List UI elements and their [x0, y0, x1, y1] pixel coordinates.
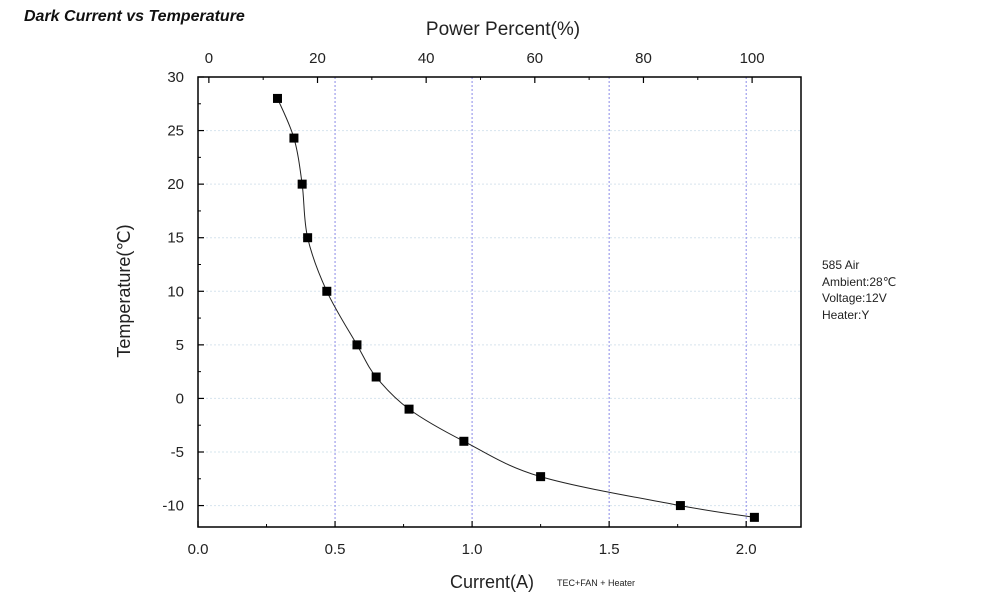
data-point — [352, 340, 362, 350]
y-tick-label: 0 — [176, 390, 184, 407]
y-tick-label: 15 — [167, 230, 184, 247]
page-title: Dark Current vs Temperature — [24, 8, 245, 25]
data-point — [675, 501, 685, 511]
top-tick-label: 40 — [418, 50, 435, 67]
data-point — [536, 472, 546, 482]
top-axis-label: Power Percent(%) — [426, 19, 580, 40]
annotation-voltage: Voltage:12V — [822, 291, 887, 305]
data-point — [371, 372, 381, 382]
x-tick-label: 0.0 — [188, 541, 209, 558]
y-tick-label: 10 — [167, 283, 184, 300]
top-tick-label: 80 — [635, 50, 652, 67]
y-tick-label: -5 — [171, 444, 184, 461]
y-tick-label: 20 — [167, 176, 184, 193]
y-tick-label: 25 — [167, 123, 184, 140]
x-axis-label: Current(A) — [450, 572, 534, 592]
y-axis-label: Temperature(℃) — [114, 224, 134, 357]
y-tick-label: 30 — [167, 69, 184, 86]
top-tick-label: 20 — [309, 50, 326, 67]
x-tick-label: 2.0 — [736, 541, 757, 558]
y-tick-label: -10 — [162, 498, 184, 515]
annotation-ambient: Ambient:28℃ — [822, 274, 897, 289]
data-point — [297, 179, 307, 189]
data-points — [272, 93, 759, 522]
top-tick-label: 100 — [740, 50, 765, 67]
top-tick-label: 0 — [205, 50, 213, 67]
annotation-box: 585 Air Ambient:28℃ Voltage:12V Heater:Y — [822, 257, 896, 323]
y-axis-ticks: 30 25 20 15 10 5 0 -5 -10 — [162, 69, 204, 515]
x-axis-ticks: 0.0 0.5 1.0 1.5 2.0 — [188, 521, 757, 558]
data-point — [404, 404, 414, 414]
y-tick-label: 5 — [176, 337, 184, 354]
data-point — [749, 512, 759, 522]
data-point — [322, 286, 332, 296]
annotation-model: 585 Air — [822, 258, 860, 272]
grid — [198, 76, 801, 527]
series-line — [277, 98, 755, 518]
x-tick-label: 0.5 — [325, 541, 346, 558]
data-point — [289, 133, 299, 143]
data-point — [272, 93, 282, 103]
x-tick-label: 1.5 — [599, 541, 620, 558]
annotation-heater: Heater:Y — [822, 307, 870, 322]
top-tick-label: 60 — [526, 50, 543, 67]
data-point — [303, 233, 313, 243]
x-axis-sublabel: TEC+FAN + Heater — [557, 578, 635, 588]
x-tick-label: 1.0 — [462, 541, 483, 558]
plot-frame — [197, 76, 802, 528]
top-axis-ticks: 0 20 40 60 80 100 — [205, 50, 765, 83]
data-point — [459, 436, 469, 446]
